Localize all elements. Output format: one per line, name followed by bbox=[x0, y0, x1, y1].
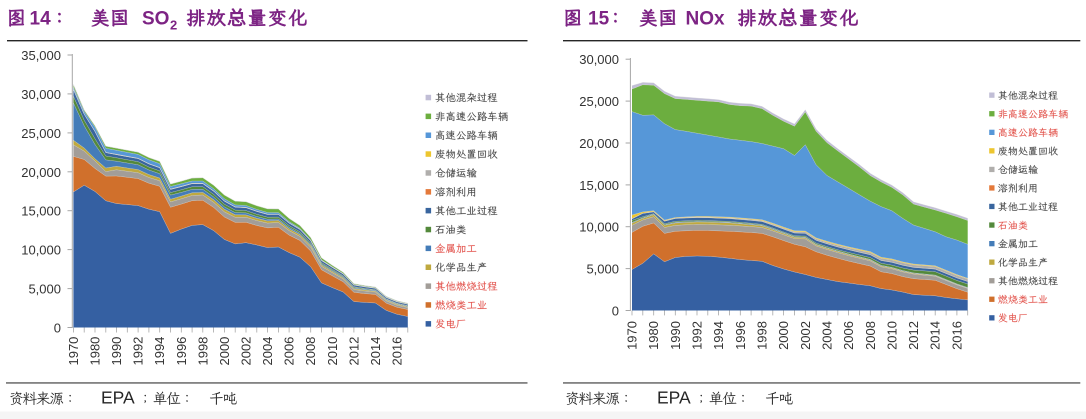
svg-text:1980: 1980 bbox=[88, 337, 103, 366]
svg-text:10,000: 10,000 bbox=[21, 243, 61, 258]
svg-text:2006: 2006 bbox=[282, 337, 297, 366]
svg-text:0: 0 bbox=[54, 321, 61, 336]
svg-text:15,000: 15,000 bbox=[579, 178, 619, 193]
svg-text:1992: 1992 bbox=[131, 337, 146, 366]
svg-text:2014: 2014 bbox=[368, 337, 383, 366]
svg-text:SO: SO bbox=[142, 9, 169, 30]
svg-text:15: 15 bbox=[588, 9, 610, 30]
svg-text:1990: 1990 bbox=[668, 321, 683, 350]
svg-text:15,000: 15,000 bbox=[21, 204, 61, 219]
svg-text:14: 14 bbox=[30, 9, 52, 30]
svg-text:1996: 1996 bbox=[733, 321, 748, 350]
svg-text:35,000: 35,000 bbox=[21, 48, 61, 63]
svg-text:2000: 2000 bbox=[776, 321, 791, 350]
svg-text:5,000: 5,000 bbox=[586, 262, 619, 277]
svg-text:10,000: 10,000 bbox=[579, 220, 619, 235]
svg-text:1980: 1980 bbox=[646, 321, 661, 350]
svg-text:2016: 2016 bbox=[949, 321, 964, 350]
svg-text:20,000: 20,000 bbox=[579, 136, 619, 151]
svg-text:30,000: 30,000 bbox=[21, 87, 61, 102]
svg-text:1990: 1990 bbox=[109, 337, 124, 366]
svg-text:2010: 2010 bbox=[325, 337, 340, 366]
svg-text:30,000: 30,000 bbox=[579, 52, 619, 67]
svg-text:2008: 2008 bbox=[303, 337, 318, 366]
svg-text:2: 2 bbox=[170, 18, 177, 33]
svg-text:2012: 2012 bbox=[346, 337, 361, 366]
svg-text:0: 0 bbox=[612, 304, 619, 319]
svg-text:NOx: NOx bbox=[686, 9, 726, 30]
svg-text:25,000: 25,000 bbox=[579, 94, 619, 109]
svg-text:2004: 2004 bbox=[819, 321, 834, 350]
svg-text:20,000: 20,000 bbox=[21, 165, 61, 180]
svg-text:2016: 2016 bbox=[390, 337, 405, 366]
svg-text:2008: 2008 bbox=[863, 321, 878, 350]
svg-text:1994: 1994 bbox=[711, 321, 726, 350]
svg-text:2000: 2000 bbox=[217, 337, 232, 366]
svg-text:1996: 1996 bbox=[174, 337, 189, 366]
svg-text:1992: 1992 bbox=[690, 321, 705, 350]
svg-text:1998: 1998 bbox=[195, 337, 210, 366]
svg-text:1998: 1998 bbox=[755, 321, 770, 350]
svg-text:1970: 1970 bbox=[66, 337, 81, 366]
svg-text:2006: 2006 bbox=[841, 321, 856, 350]
svg-text:2014: 2014 bbox=[928, 321, 943, 350]
svg-text:EPA: EPA bbox=[657, 388, 691, 408]
svg-text:2004: 2004 bbox=[260, 337, 275, 366]
svg-text:1970: 1970 bbox=[625, 321, 640, 350]
svg-text:2002: 2002 bbox=[798, 321, 813, 350]
svg-text:EPA: EPA bbox=[101, 388, 135, 408]
svg-text:2012: 2012 bbox=[906, 321, 921, 350]
svg-text:25,000: 25,000 bbox=[21, 126, 61, 141]
svg-text:1994: 1994 bbox=[152, 337, 167, 366]
svg-text:2002: 2002 bbox=[239, 337, 254, 366]
svg-text:5,000: 5,000 bbox=[28, 282, 61, 297]
svg-text:2010: 2010 bbox=[884, 321, 899, 350]
